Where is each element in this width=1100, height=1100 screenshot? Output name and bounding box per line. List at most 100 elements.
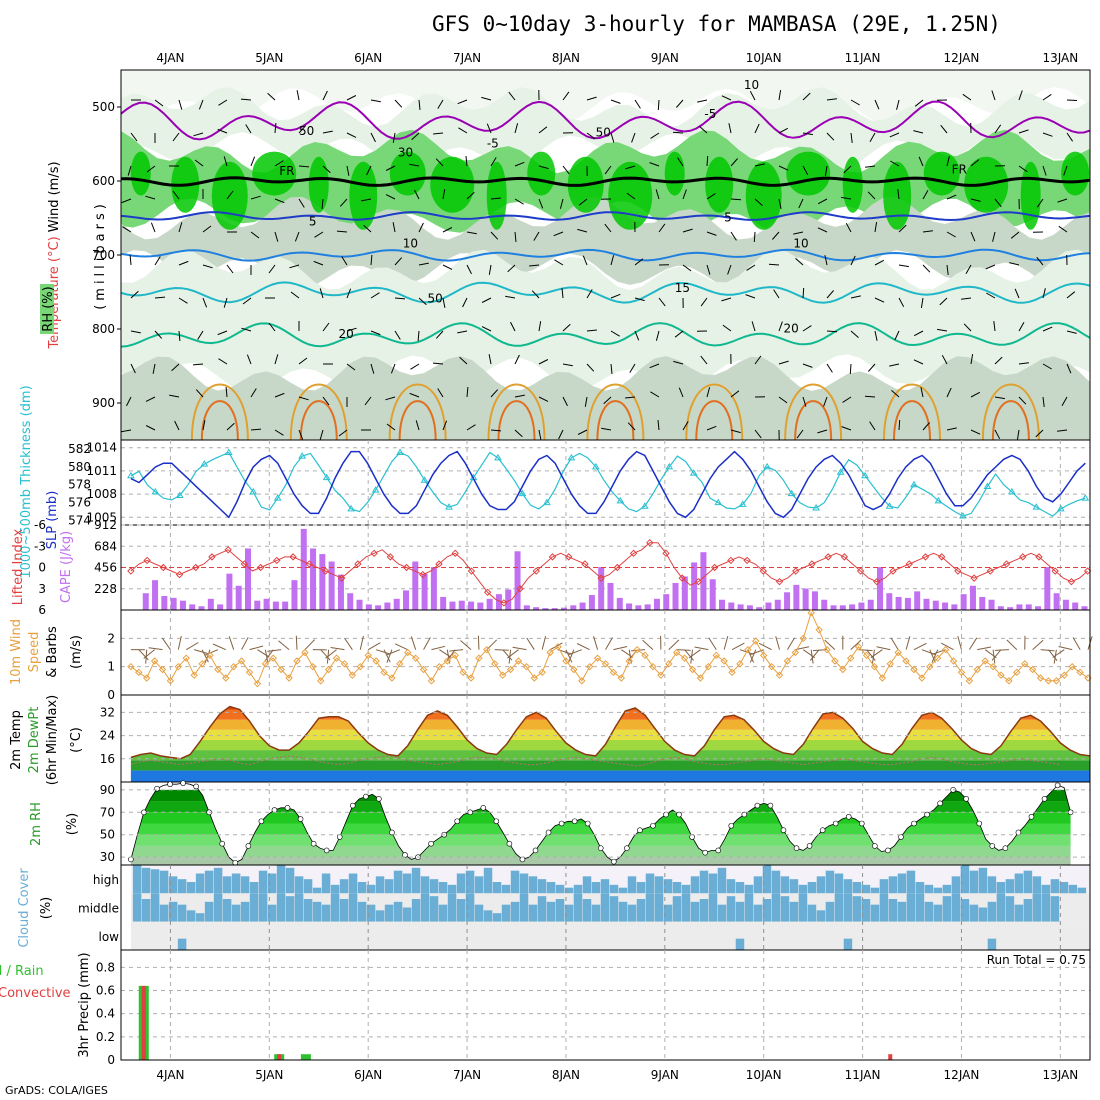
wind-barb bbox=[1010, 231, 1020, 239]
wind-barb bbox=[330, 647, 345, 651]
wind-barb bbox=[894, 330, 900, 341]
rh-point bbox=[506, 840, 513, 847]
thickness-point bbox=[665, 462, 674, 470]
wind-barb bbox=[603, 396, 612, 405]
cloud-bar bbox=[843, 879, 853, 894]
thickness-point bbox=[200, 460, 209, 467]
wind-barb bbox=[274, 392, 285, 398]
li-point bbox=[1051, 567, 1059, 575]
temp-label-part: 2m DewPt bbox=[27, 707, 42, 774]
wind-barb bbox=[370, 363, 375, 374]
cloud-bar bbox=[438, 904, 448, 922]
cloud-bar bbox=[501, 884, 511, 894]
wind-barb bbox=[322, 130, 333, 134]
wind-barb bbox=[897, 189, 900, 200]
wind-barb bbox=[242, 297, 252, 305]
cloud-bar bbox=[771, 870, 781, 894]
rh-core bbox=[842, 156, 863, 213]
slp-tick: 1008 bbox=[86, 487, 117, 501]
wind-speed-point bbox=[854, 643, 863, 651]
cape-bar bbox=[942, 602, 949, 610]
cape-bar bbox=[737, 604, 744, 610]
wind-barb bbox=[298, 165, 310, 168]
wind-barb bbox=[138, 649, 149, 661]
wind-barb bbox=[920, 297, 924, 308]
wind-speed-point bbox=[680, 654, 689, 662]
wind-speed-point bbox=[1005, 677, 1013, 685]
wind-barb bbox=[778, 198, 782, 209]
cloud-bar bbox=[618, 901, 628, 922]
wind-barb bbox=[1018, 165, 1028, 173]
cloud-bar bbox=[762, 865, 772, 894]
cloud-bar bbox=[843, 938, 853, 950]
thickness-point bbox=[812, 504, 820, 511]
rh-point bbox=[167, 781, 173, 788]
cape-bar bbox=[821, 599, 828, 610]
wind-barb bbox=[344, 637, 353, 650]
wind-barb bbox=[415, 420, 420, 431]
y-tick-label: 900 bbox=[92, 396, 115, 410]
surface-isotherm bbox=[794, 400, 833, 441]
wind-barb bbox=[169, 394, 180, 398]
cloud-bar bbox=[168, 901, 178, 922]
wind-barb bbox=[431, 645, 446, 651]
date-tick-top: 12JAN bbox=[944, 51, 980, 65]
cloud-bar bbox=[879, 879, 889, 894]
wind-speed-point bbox=[759, 651, 768, 660]
cape-bar bbox=[198, 606, 205, 610]
wind-barb bbox=[226, 190, 234, 200]
wind-tick: 2 bbox=[107, 631, 115, 645]
cloud-row-bg bbox=[131, 921, 1090, 950]
rh-point bbox=[597, 845, 604, 851]
li-point bbox=[808, 560, 816, 568]
wind-barb bbox=[1036, 256, 1044, 266]
cloud-bar bbox=[1068, 884, 1078, 894]
rh-point bbox=[584, 820, 591, 827]
wind-barb bbox=[361, 198, 372, 202]
wind-barb bbox=[321, 198, 324, 210]
cape-bar bbox=[458, 600, 465, 610]
rh-band bbox=[130, 812, 1071, 824]
wind-barb bbox=[370, 292, 380, 299]
wind-speed-point bbox=[601, 660, 610, 668]
wind-barb bbox=[699, 126, 708, 134]
cape-bar bbox=[793, 584, 800, 610]
isotherm-label: -5 bbox=[487, 137, 499, 151]
wind-barb bbox=[610, 330, 620, 337]
li-point bbox=[873, 577, 881, 586]
cape-bar bbox=[784, 592, 791, 610]
cape-bar bbox=[746, 605, 753, 610]
thickness-point bbox=[127, 471, 135, 479]
wind-barb bbox=[375, 649, 390, 655]
isotherm-line bbox=[120, 281, 1091, 304]
rh-point bbox=[1041, 796, 1048, 802]
rh-point bbox=[1002, 845, 1009, 851]
cape-bar bbox=[533, 607, 540, 610]
cloud-bar bbox=[1041, 884, 1051, 894]
cape-bar bbox=[904, 597, 911, 610]
cape-bar bbox=[161, 596, 168, 610]
wind-barb bbox=[294, 231, 300, 242]
surface-isotherm bbox=[388, 383, 447, 441]
cloud-bar bbox=[1050, 879, 1060, 894]
wind-barb bbox=[346, 165, 350, 176]
rh-point bbox=[571, 818, 578, 825]
wind-barb bbox=[865, 165, 876, 168]
wind-barb bbox=[508, 91, 516, 101]
wind-barb bbox=[346, 327, 357, 332]
cape-bar bbox=[551, 608, 558, 610]
cloud-bar bbox=[384, 879, 394, 894]
wind-barb bbox=[457, 330, 468, 334]
thickness-point bbox=[885, 502, 894, 509]
wind-barb bbox=[778, 396, 788, 404]
wind-barb bbox=[278, 640, 290, 651]
rh-point bbox=[1028, 813, 1035, 820]
cloud-bar bbox=[897, 873, 907, 894]
cape-bar bbox=[756, 607, 763, 610]
wind-barb bbox=[650, 391, 660, 398]
wind-barb bbox=[432, 362, 444, 365]
wind-speed-point bbox=[665, 660, 673, 668]
cloud-bar bbox=[1077, 887, 1087, 894]
wind-barb bbox=[568, 649, 582, 656]
wind-speed-point bbox=[823, 645, 831, 654]
